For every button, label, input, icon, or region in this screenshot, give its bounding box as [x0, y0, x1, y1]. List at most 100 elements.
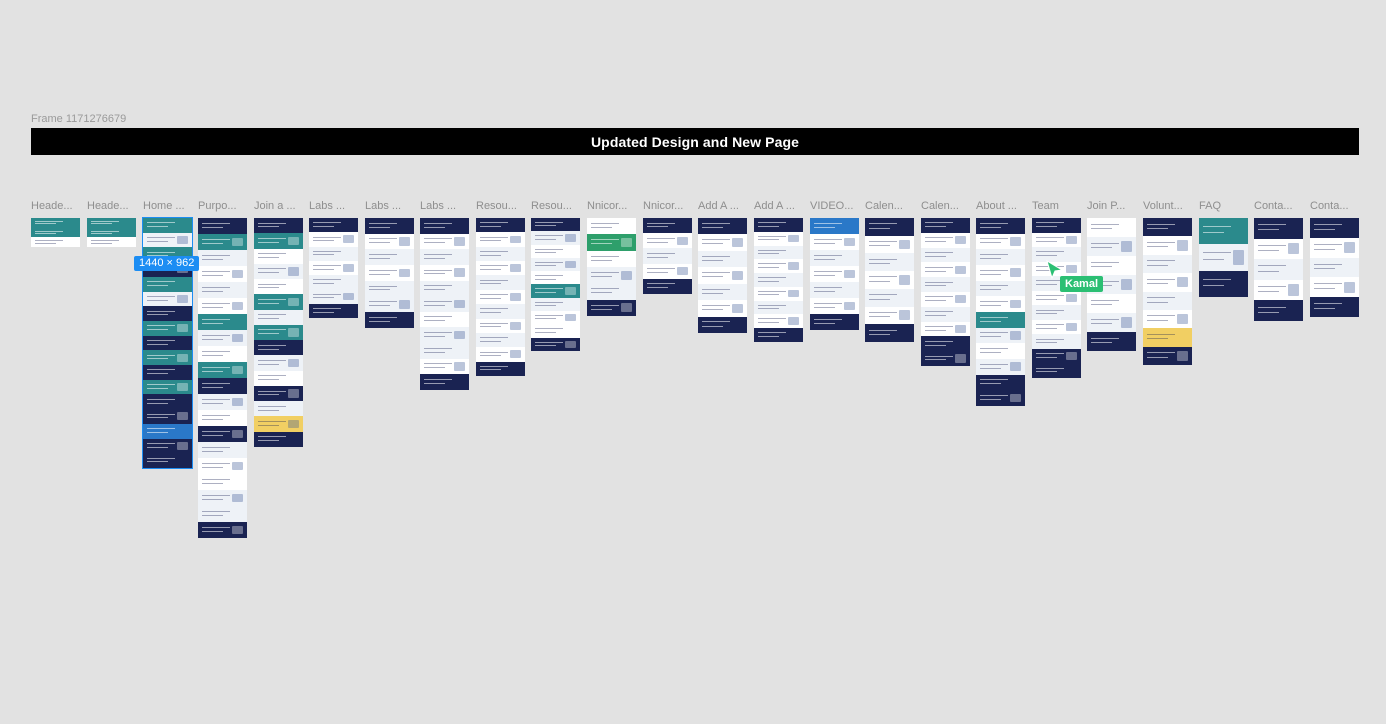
artboard-section [476, 232, 525, 247]
artboard-label[interactable]: Nnicor... [643, 200, 684, 212]
artboard-section [587, 250, 636, 267]
artboard-section [365, 249, 414, 266]
artboard-section [254, 355, 303, 371]
artboard-section [254, 431, 303, 447]
artboard-thumbnail[interactable] [198, 218, 247, 538]
artboard-thumbnail[interactable] [1087, 218, 1136, 351]
artboard-section [198, 522, 247, 538]
artboard-thumbnail[interactable] [420, 218, 469, 390]
artboard-section [921, 291, 970, 307]
artboard-section [365, 296, 414, 313]
artboard-section [810, 282, 859, 298]
artboard-section [865, 271, 914, 289]
artboard-thumbnail[interactable] [254, 218, 303, 447]
artboard-section [198, 506, 247, 522]
artboard-thumbnail[interactable] [365, 218, 414, 328]
artboard-thumbnail[interactable] [976, 218, 1025, 406]
artboard-section [198, 346, 247, 362]
banner-frame[interactable]: Updated Design and New Page [31, 128, 1359, 155]
artboard-label[interactable]: Resou... [531, 200, 572, 212]
artboard-section [1087, 237, 1136, 256]
artboard-thumbnail[interactable] [810, 218, 859, 330]
artboard-thumbnail[interactable] [87, 218, 136, 247]
artboard-section [309, 289, 358, 304]
artboard-label[interactable]: Nnicor... [587, 200, 628, 212]
artboard-section [365, 233, 414, 250]
artboard-section [476, 289, 525, 305]
artboard-section [420, 296, 469, 312]
artboard-section [476, 275, 525, 290]
artboard-section [143, 423, 192, 439]
artboard-label[interactable]: Join P... [1087, 200, 1126, 212]
artboard-thumbnail[interactable] [1310, 218, 1359, 317]
artboard-section [587, 218, 636, 235]
artboard-label[interactable]: Conta... [1310, 200, 1349, 212]
artboard-section [420, 327, 469, 343]
artboard-label[interactable]: VIDEO... [810, 200, 854, 212]
artboard-section [476, 261, 525, 276]
artboard-label[interactable]: Conta... [1254, 200, 1293, 212]
artboard-thumbnail[interactable] [1143, 218, 1192, 365]
artboard-label[interactable]: Heade... [31, 200, 73, 212]
artboard-label[interactable]: Resou... [476, 200, 517, 212]
artboard-section [198, 362, 247, 378]
artboard-section [810, 250, 859, 266]
artboard-thumbnail[interactable] [921, 218, 970, 366]
artboard-thumbnail[interactable] [1199, 218, 1248, 297]
artboard-section [143, 335, 192, 351]
artboard-section [1143, 328, 1192, 347]
artboard-section [254, 324, 303, 341]
artboard-section [921, 247, 970, 263]
artboard-label[interactable]: Labs ... [365, 200, 402, 212]
artboard-section [254, 401, 303, 417]
artboard-section [1254, 218, 1303, 239]
artboard-section [1032, 218, 1081, 233]
artboard-thumbnail[interactable] [1254, 218, 1303, 321]
artboard-label[interactable]: FAQ [1199, 200, 1222, 212]
artboard-section [643, 278, 692, 294]
artboard-label[interactable]: Labs ... [420, 200, 457, 212]
artboard-section [587, 266, 636, 284]
artboard-label[interactable]: Team [1032, 200, 1059, 212]
artboard-label[interactable]: Heade... [87, 200, 129, 212]
artboard-thumbnail[interactable] [865, 218, 914, 342]
frame-label[interactable]: Frame 1171276679 [31, 113, 127, 125]
artboard-label[interactable]: Home ... [143, 200, 185, 212]
artboard-section [87, 227, 136, 238]
artboard-section [420, 280, 469, 297]
artboard-label[interactable]: Add A ... [754, 200, 795, 212]
artboard-section [921, 262, 970, 278]
artboard-label[interactable]: Volunt... [1143, 200, 1183, 212]
artboard-section [365, 218, 414, 234]
artboard-section [810, 234, 859, 250]
artboard-thumbnail[interactable] [309, 218, 358, 318]
artboard-section [1087, 313, 1136, 332]
artboard-section [698, 267, 747, 284]
artboard-section [1199, 218, 1248, 245]
artboard-thumbnail[interactable] [31, 218, 80, 247]
artboard-thumbnail[interactable] [587, 218, 636, 316]
artboard-section [921, 336, 970, 352]
artboard-thumbnail[interactable] [698, 218, 747, 333]
artboard-section [365, 265, 414, 281]
artboard-section [198, 474, 247, 490]
artboard-label[interactable]: Purpo... [198, 200, 237, 212]
artboard-section [309, 218, 358, 233]
artboard-thumbnail[interactable] [754, 218, 803, 342]
artboard-section [698, 300, 747, 317]
artboard-section [976, 374, 1025, 391]
artboard-section [143, 438, 192, 454]
artboard-section [143, 218, 192, 233]
artboard-thumbnail[interactable] [476, 218, 525, 376]
artboard-label[interactable]: Add A ... [698, 200, 739, 212]
artboard-section [143, 291, 192, 307]
artboard-label[interactable]: Calen... [865, 200, 903, 212]
artboard-thumbnail[interactable] [531, 218, 580, 351]
artboard-label[interactable]: About ... [976, 200, 1017, 212]
artboard-label[interactable]: Join a ... [254, 200, 296, 212]
artboard-label[interactable]: Labs ... [309, 200, 346, 212]
artboard-thumbnail[interactable] [643, 218, 692, 294]
artboard-label[interactable]: Calen... [921, 200, 959, 212]
artboard-section [1087, 332, 1136, 351]
artboard-thumbnail[interactable] [1032, 218, 1081, 378]
